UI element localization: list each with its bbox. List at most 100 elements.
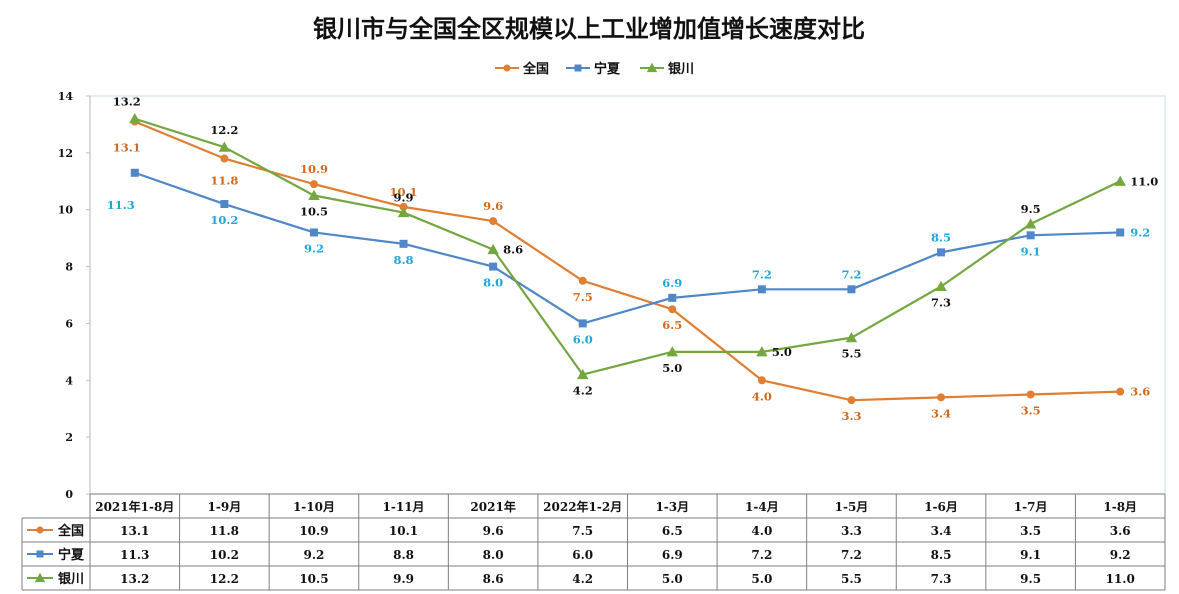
table-cell: 4.2: [572, 572, 593, 586]
x-category-label: 2021年1-8月: [95, 499, 174, 514]
table-legend-marker: [36, 526, 44, 534]
data-point: [847, 396, 856, 405]
data-point: [578, 276, 587, 285]
data-label: 6.0: [573, 332, 593, 346]
data-label: 3.3: [841, 409, 861, 423]
y-tick-label: 8: [65, 261, 73, 274]
data-point: [937, 393, 946, 402]
table-legend-marker: [34, 572, 46, 583]
data-point: [666, 346, 678, 357]
series-line: [134, 171, 1121, 325]
data-point: [1026, 390, 1035, 399]
table-cell: 10.9: [299, 524, 328, 538]
x-category-label: 2022年1-2月: [543, 499, 622, 514]
data-label: 6.9: [662, 276, 682, 290]
data-point: [1114, 175, 1126, 186]
data-point: [397, 206, 410, 218]
table-cell: 9.6: [483, 524, 504, 538]
data-point: [218, 141, 231, 152]
legend-entry: 宁夏: [594, 61, 621, 77]
data-point: [1024, 218, 1037, 229]
data-point: [487, 243, 499, 255]
x-category-label: 1-9月: [208, 500, 242, 514]
data-point: [937, 248, 946, 257]
data-point: [130, 168, 139, 177]
data-label: 11.3: [107, 198, 135, 212]
table-cell: 9.2: [304, 548, 325, 562]
table-cell: 3.6: [1110, 524, 1131, 538]
data-label: 3.4: [931, 406, 951, 420]
table-cell: 8.5: [931, 548, 952, 562]
y-tick-label: 10: [58, 204, 74, 217]
table-cell: 10.1: [389, 524, 418, 538]
table-cell: 3.5: [1020, 524, 1041, 538]
data-label: 8.0: [483, 276, 503, 290]
data-point: [489, 217, 498, 226]
axes: 0 2 4 6 8 10 12 14: [58, 90, 91, 501]
table-series-name: 宁夏: [58, 547, 85, 563]
data-label: 9.5: [1021, 202, 1041, 216]
data-label: 3.6: [1130, 385, 1150, 399]
data-label: 9.2: [1130, 225, 1150, 239]
data-label: 11.0: [1130, 174, 1158, 188]
data-label: 10.1: [390, 185, 418, 199]
data-label: 8.5: [931, 230, 951, 244]
data-point: [1116, 228, 1125, 237]
x-category-label: 1-10月: [293, 500, 335, 514]
data-label: 4.0: [752, 389, 772, 403]
table-cell: 5.5: [841, 572, 862, 586]
data-point: [1116, 387, 1125, 396]
data-point: [308, 189, 320, 201]
data-point: [577, 368, 589, 380]
y-tick-label: 14: [58, 90, 74, 103]
table-cell: 6.5: [662, 524, 683, 538]
data-point: [847, 285, 856, 294]
data-label: 3.5: [1021, 404, 1041, 418]
x-category-label: 2021年: [470, 499, 515, 514]
data-label: 8.6: [503, 243, 523, 257]
data-label: 10.9: [300, 162, 328, 176]
table-cell: 8.0: [483, 548, 504, 562]
data-point: [399, 239, 408, 248]
table-cell: 13.1: [120, 524, 149, 538]
x-category-label: 1-7月: [1014, 500, 1048, 514]
data-point: [220, 200, 229, 209]
data-label: 9.9: [394, 191, 414, 205]
table-cell: 6.9: [662, 548, 683, 562]
table-series-name: 银川: [58, 571, 84, 587]
y-tick-label: 0: [65, 488, 73, 501]
data-point: [1026, 231, 1035, 240]
data-point: [935, 280, 947, 292]
data-label: 11.8: [210, 174, 238, 188]
table-cell: 11.8: [210, 524, 239, 538]
data-label: 4.2: [573, 384, 593, 398]
table-cell: 5.0: [662, 572, 683, 586]
table-cell: 9.2: [1110, 548, 1131, 562]
data-label: 13.1: [113, 141, 141, 155]
data-label: 10.5: [300, 205, 328, 219]
data-point: [757, 285, 766, 294]
legend: 全国 宁夏 银川: [495, 61, 694, 77]
data-label: 9.1: [1021, 244, 1041, 258]
table-cell: 11.3: [120, 548, 149, 562]
series-line: [134, 117, 1121, 376]
table-cell: 7.5: [572, 524, 593, 538]
y-tick-label: 4: [65, 374, 73, 387]
table-cell: 8.6: [483, 572, 504, 586]
legend-entry: 银川: [668, 61, 694, 77]
data-label: 8.8: [394, 253, 414, 267]
x-category-label: 1-3月: [655, 500, 689, 514]
data-label: 9.6: [483, 199, 503, 213]
data-point: [845, 331, 858, 343]
x-category-label: 1-4月: [745, 500, 779, 514]
table-cell: 10.2: [210, 548, 239, 562]
table-cell: 12.2: [210, 572, 239, 586]
data-label: 5.0: [662, 361, 682, 375]
table-cell: 5.0: [751, 572, 772, 586]
data-label: 13.2: [113, 95, 141, 109]
legend-marker: [503, 64, 511, 72]
chart-title: 银川市与全国全区规模以上工业增加值增长速度对比: [313, 14, 865, 43]
data-point: [220, 154, 229, 163]
